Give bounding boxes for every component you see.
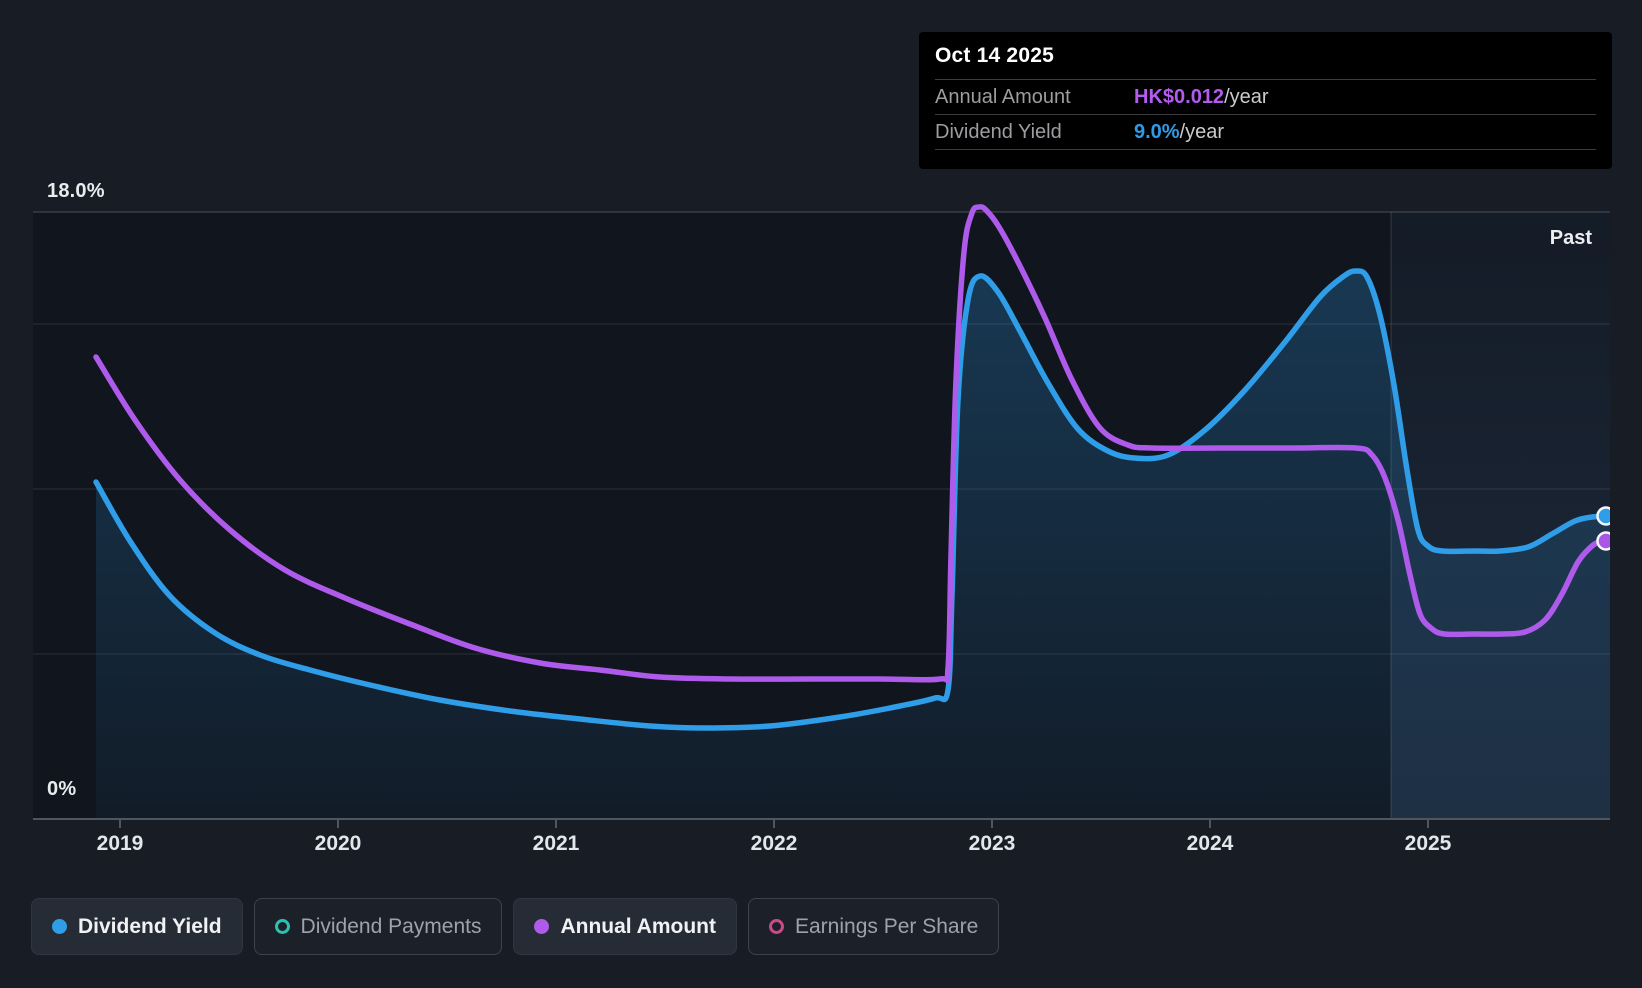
y-axis-bottom-label: 0% xyxy=(47,778,77,800)
legend-chip-earnings-per-share[interactable]: Earnings Per Share xyxy=(748,898,1000,955)
tooltip-row-label: Annual Amount xyxy=(935,85,1071,108)
x-axis-label-2024: 2024 xyxy=(1186,832,1234,855)
tooltip-row-suffix: /year xyxy=(1179,120,1225,143)
tooltip-separator xyxy=(935,114,1596,115)
legend-chip-label: Dividend Yield xyxy=(78,914,222,938)
tooltip-row-value: HK$0.012 xyxy=(1134,85,1225,108)
legend-chip-label: Earnings Per Share xyxy=(795,914,979,938)
dividend-yield-line xyxy=(93,268,1610,731)
tooltip-row-value: 9.0% xyxy=(1134,120,1180,143)
y-axis-top-label: 18.0% xyxy=(47,180,105,202)
tooltip-row-suffix: /year xyxy=(1224,85,1269,108)
x-axis-label-2022: 2022 xyxy=(750,832,798,855)
tooltip-row-annual-amount: Annual Amount HK$0.012/year xyxy=(935,80,1596,114)
earnings-per-share-outline-ring-icon xyxy=(769,919,784,934)
dividend-payments-outline-ring-icon xyxy=(274,919,290,934)
x-axis-label-2021: 2021 xyxy=(532,832,580,855)
legend-chip-dividend-yield[interactable]: Dividend Yield xyxy=(31,898,243,955)
tooltip-date: Oct 14 2025 xyxy=(935,43,1054,67)
series-end-dot xyxy=(1596,531,1610,551)
chart-legend: Dividend Yield Dividend Payments Annual Am… xyxy=(31,898,1000,955)
tooltip-separator xyxy=(935,79,1596,80)
x-axis-label-2020: 2020 xyxy=(314,832,362,855)
x-axis-label-2025: 2025 xyxy=(1404,832,1452,855)
tooltip-row-dividend-yield: Dividend Yield 9.0%/year xyxy=(935,115,1596,149)
legend-chip-annual-amount[interactable]: Annual Amount xyxy=(513,898,737,955)
tooltip-row-label: Dividend Yield xyxy=(935,120,1062,143)
legend-chip-dividend-payments[interactable]: Dividend Payments xyxy=(253,898,503,955)
legend-chip-label: Annual Amount xyxy=(560,914,716,938)
series-end-dot xyxy=(1596,506,1610,526)
tooltip-separator xyxy=(935,149,1596,150)
legend-chip-label: Dividend Payments xyxy=(300,914,482,938)
x-axis-label-2023: 2023 xyxy=(968,832,1016,855)
dividend-yield-filled-dot-icon xyxy=(52,919,67,934)
chart-tooltip: Oct 14 2025 Annual Amount HK$0.012/year Di… xyxy=(919,32,1612,169)
annual-amount-filled-dot-icon xyxy=(534,919,550,934)
x-axis-label-2019: 2019 xyxy=(96,832,144,855)
annual-amount-line xyxy=(93,204,1610,684)
past-region-label: Past xyxy=(1549,227,1592,249)
